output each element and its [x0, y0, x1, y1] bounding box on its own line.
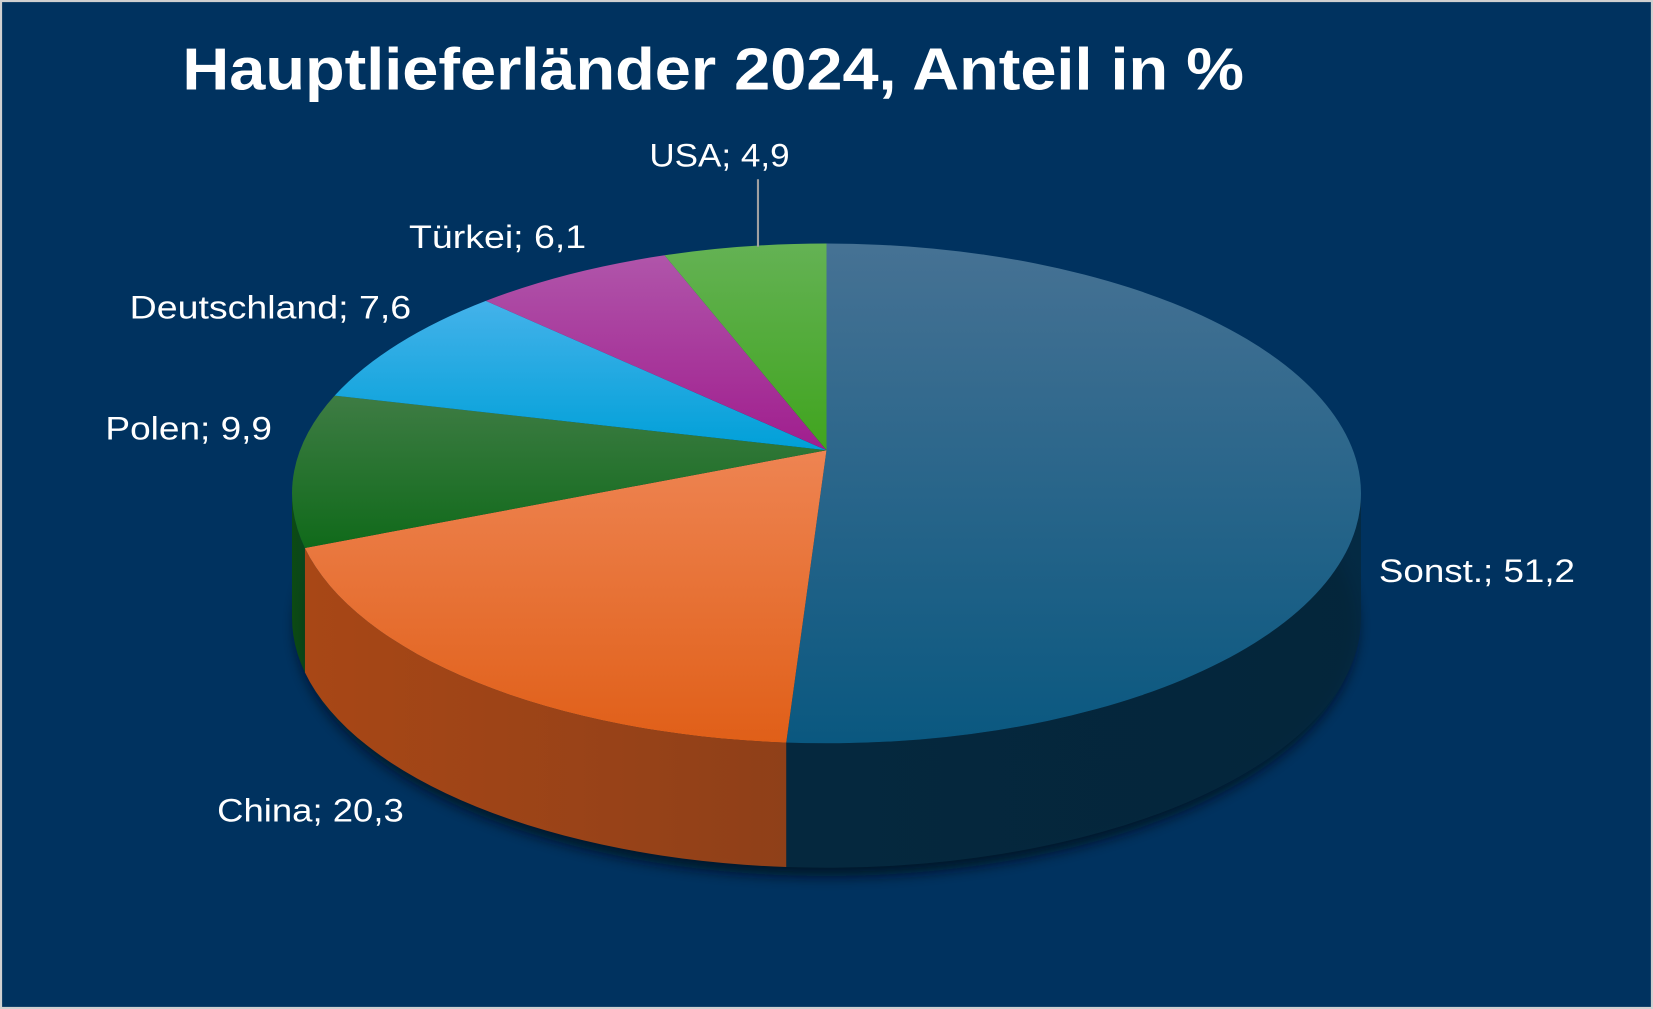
pie-slice-sonst — [786, 243, 1361, 744]
chart-title: Hauptlieferländer 2024, Anteil in % — [182, 37, 1244, 103]
pie-side-china — [304, 547, 787, 868]
data-label-polen: Polen; 9,9 — [105, 410, 272, 447]
pie-slice-trkei — [485, 255, 827, 451]
data-label-usa: USA; 4,9 — [649, 137, 789, 174]
data-label-sonst: Sonst.; 51,2 — [1379, 552, 1575, 589]
pie-slice-deutschland — [334, 300, 827, 451]
data-label-china: China; 20,3 — [217, 791, 404, 828]
pie-slice-usa — [664, 243, 827, 451]
pie-slice-polen — [292, 395, 827, 548]
pie-slice-china — [304, 450, 827, 743]
data-label-tuerkei: Türkei; 6,1 — [409, 218, 586, 255]
pie-side-sonst — [786, 493, 1361, 868]
data-label-deutschland: Deutschland; 7,6 — [130, 288, 411, 325]
pie-side-polen — [292, 493, 305, 673]
